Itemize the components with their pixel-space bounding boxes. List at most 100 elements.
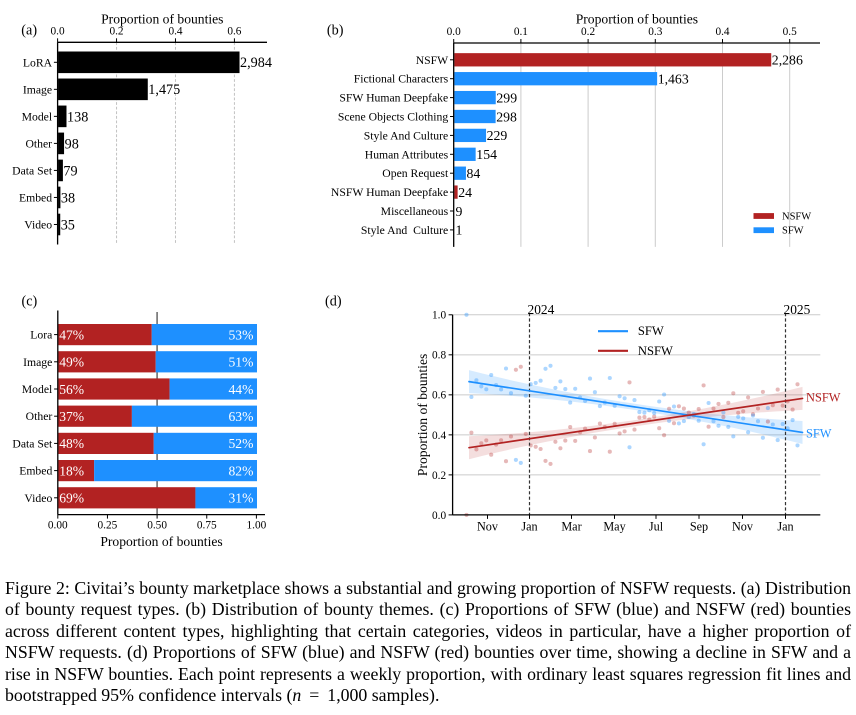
svg-text:299: 299 <box>496 90 517 105</box>
svg-text:0.50: 0.50 <box>147 520 167 532</box>
svg-text:SFW Human Deepfake: SFW Human Deepfake <box>339 92 448 105</box>
svg-text:Video: Video <box>24 492 52 505</box>
svg-text:Nov: Nov <box>477 519 499 533</box>
svg-text:1,463: 1,463 <box>658 72 689 87</box>
svg-text:0.2: 0.2 <box>109 25 123 37</box>
svg-text:0.4: 0.4 <box>168 25 182 37</box>
svg-text:0.1: 0.1 <box>514 26 528 38</box>
svg-text:138: 138 <box>67 109 88 125</box>
svg-text:Nov: Nov <box>732 519 754 533</box>
svg-text:Mar: Mar <box>561 519 581 533</box>
svg-text:NSFW: NSFW <box>806 391 841 405</box>
svg-text:SFW: SFW <box>806 427 832 441</box>
svg-text:0.0: 0.0 <box>432 510 446 522</box>
svg-text:2024: 2024 <box>528 302 555 317</box>
svg-text:0.3: 0.3 <box>648 26 662 38</box>
svg-text:0.4: 0.4 <box>432 430 446 442</box>
svg-text:1,475: 1,475 <box>148 82 180 98</box>
svg-text:56%: 56% <box>59 382 84 397</box>
svg-text:84: 84 <box>467 166 481 181</box>
svg-text:Proportion of bounties: Proportion of bounties <box>101 12 223 27</box>
svg-text:18%: 18% <box>59 463 84 478</box>
svg-text:0.0: 0.0 <box>447 26 461 38</box>
svg-text:24: 24 <box>458 185 472 200</box>
svg-text:44%: 44% <box>228 382 253 397</box>
svg-text:9: 9 <box>456 204 463 219</box>
svg-text:Sep: Sep <box>690 519 708 533</box>
svg-text:51%: 51% <box>228 355 253 370</box>
svg-text:69%: 69% <box>59 491 84 506</box>
svg-text:Model: Model <box>22 110 53 123</box>
svg-text:Jul: Jul <box>649 519 664 533</box>
svg-text:0.4: 0.4 <box>715 26 729 38</box>
svg-text:1.0: 1.0 <box>432 310 446 322</box>
svg-text:0.5: 0.5 <box>783 26 797 38</box>
svg-text:37%: 37% <box>59 409 84 424</box>
svg-text:2,984: 2,984 <box>240 55 272 71</box>
svg-text:NSFW Human Deepfake: NSFW Human Deepfake <box>331 186 448 199</box>
svg-text:Data Set: Data Set <box>12 164 53 177</box>
svg-text:Video: Video <box>24 219 52 232</box>
svg-text:(d): (d) <box>325 294 342 310</box>
svg-text:Lora: Lora <box>30 329 53 342</box>
svg-text:0.75: 0.75 <box>197 520 217 532</box>
svg-text:Open Request: Open Request <box>382 167 449 180</box>
svg-text:35: 35 <box>61 217 75 233</box>
svg-text:1.00: 1.00 <box>247 520 267 532</box>
svg-text:Image: Image <box>23 356 52 369</box>
svg-text:Model: Model <box>22 383 53 396</box>
svg-text:NSFW: NSFW <box>782 211 811 222</box>
svg-text:31%: 31% <box>228 491 253 506</box>
svg-text:82%: 82% <box>228 463 253 478</box>
svg-text:Jan: Jan <box>777 519 793 533</box>
svg-text:Fictional Characters: Fictional Characters <box>354 73 449 86</box>
svg-text:154: 154 <box>476 147 497 162</box>
svg-text:38: 38 <box>61 190 75 206</box>
svg-text:Proportion of bounties: Proportion of bounties <box>576 12 698 27</box>
svg-text:Jan: Jan <box>521 519 537 533</box>
svg-text:2025: 2025 <box>784 302 811 317</box>
svg-text:NSFW: NSFW <box>638 344 673 358</box>
svg-text:(a): (a) <box>21 22 37 38</box>
svg-text:Other: Other <box>25 137 52 150</box>
svg-text:SFW: SFW <box>782 226 804 237</box>
svg-text:Style And Culture: Style And Culture <box>361 224 448 237</box>
svg-text:0.6: 0.6 <box>227 25 241 37</box>
svg-text:63%: 63% <box>228 409 253 424</box>
svg-text:0.6: 0.6 <box>432 390 446 402</box>
svg-text:53%: 53% <box>228 327 253 342</box>
svg-text:Miscellaneous: Miscellaneous <box>381 205 449 218</box>
svg-text:Style And Culture: Style And Culture <box>364 129 448 142</box>
svg-text:1: 1 <box>456 223 463 238</box>
svg-text:Embed: Embed <box>19 191 52 204</box>
svg-text:LoRA: LoRA <box>23 56 53 69</box>
svg-text:SFW: SFW <box>638 324 664 338</box>
svg-text:0.2: 0.2 <box>432 470 446 482</box>
svg-text:(c): (c) <box>22 294 38 310</box>
svg-text:49%: 49% <box>59 355 84 370</box>
svg-text:47%: 47% <box>59 327 84 342</box>
svg-text:Human Attributes: Human Attributes <box>365 148 449 161</box>
svg-text:0.25: 0.25 <box>98 520 118 532</box>
svg-text:98: 98 <box>65 136 79 152</box>
svg-text:Scene Objects Clothing: Scene Objects Clothing <box>338 111 449 124</box>
svg-text:0.00: 0.00 <box>48 520 68 532</box>
svg-text:52%: 52% <box>228 436 253 451</box>
svg-text:48%: 48% <box>59 436 84 451</box>
svg-text:298: 298 <box>496 109 517 124</box>
svg-text:2,286: 2,286 <box>772 53 803 68</box>
svg-text:Embed: Embed <box>19 465 52 478</box>
svg-text:Proportion of bounties: Proportion of bounties <box>100 534 222 549</box>
svg-text:(b): (b) <box>327 22 344 38</box>
svg-text:Image: Image <box>23 83 52 96</box>
svg-text:0.8: 0.8 <box>432 350 446 362</box>
svg-text:Proportion of bounties: Proportion of bounties <box>415 354 430 476</box>
svg-text:Data Set: Data Set <box>12 437 53 450</box>
svg-text:0.2: 0.2 <box>581 26 595 38</box>
svg-text:0.0: 0.0 <box>51 25 65 37</box>
svg-text:Other: Other <box>26 410 53 423</box>
svg-text:NSFW: NSFW <box>416 54 449 67</box>
svg-text:May: May <box>603 519 626 533</box>
svg-text:229: 229 <box>487 128 508 143</box>
svg-text:79: 79 <box>63 163 77 179</box>
